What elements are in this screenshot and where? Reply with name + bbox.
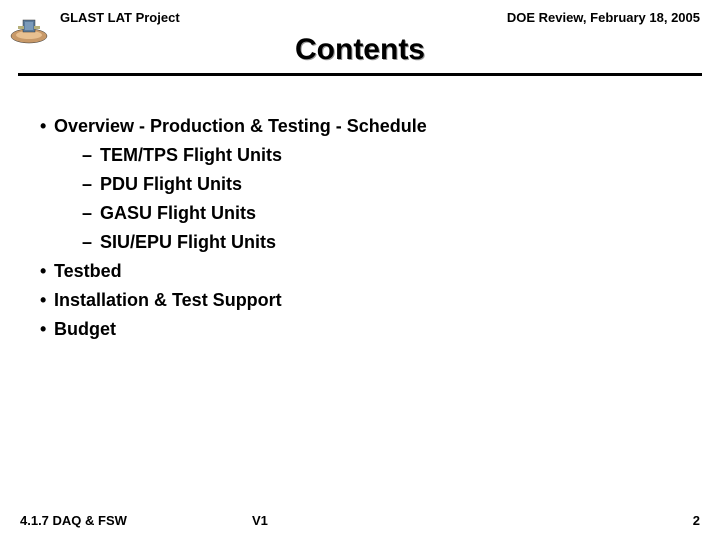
sub-list: TEM/TPS Flight Units PDU Flight Units GA… [54,145,720,253]
title-container: Contents [18,33,702,76]
project-logo [8,18,50,44]
header-right-text: DOE Review, February 18, 2005 [507,10,700,25]
content-area: Overview - Production & Testing - Schedu… [0,76,720,340]
footer-right-text: 2 [693,513,700,528]
bullet-item: Overview - Production & Testing - Schedu… [40,116,720,253]
slide-header: GLAST LAT Project DOE Review, February 1… [0,0,720,25]
sub-item: GASU Flight Units [54,203,720,224]
sub-item: PDU Flight Units [54,174,720,195]
bullet-list: Overview - Production & Testing - Schedu… [40,116,720,340]
sub-item: SIU/EPU Flight Units [54,232,720,253]
footer-center-text: V1 [252,513,268,528]
bullet-item: Budget [40,319,720,340]
header-left-text: GLAST LAT Project [60,10,180,25]
slide-footer: 4.1.7 DAQ & FSW V1 2 [0,513,720,528]
sub-item: TEM/TPS Flight Units [54,145,720,166]
slide-title: Contents [18,33,702,67]
footer-left-text: 4.1.7 DAQ & FSW [20,513,127,528]
bullet-text: Overview - Production & Testing - Schedu… [54,116,427,136]
bullet-item: Installation & Test Support [40,290,720,311]
bullet-item: Testbed [40,261,720,282]
